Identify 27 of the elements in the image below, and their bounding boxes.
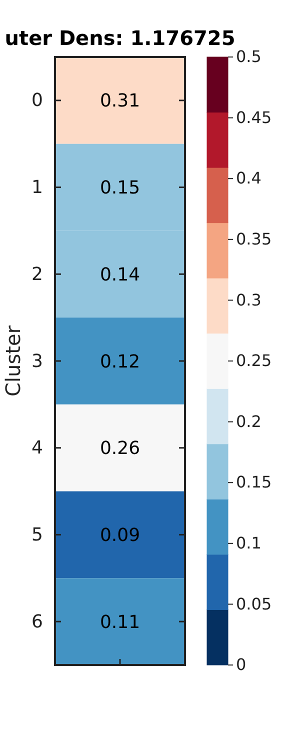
color-bar-label: 0.35 (236, 230, 272, 249)
data-label: 0.09 (100, 525, 140, 546)
data-label: 0.15 (100, 178, 140, 199)
data-label: 0.12 (100, 351, 140, 372)
data-label: 0.11 (100, 612, 140, 633)
color-bar-label: 0.5 (236, 47, 262, 66)
y-tick-label: 2 (32, 264, 43, 285)
color-bar-label: 0.3 (236, 290, 262, 310)
color-bar-label: 0.2 (236, 412, 262, 431)
y-tick-label: 0 (32, 90, 43, 112)
y-tick-label: 3 (32, 350, 43, 372)
data-label: 0.26 (100, 438, 140, 460)
y-axis-title: Cluster (1, 324, 25, 396)
color-bar-label: 0.15 (236, 472, 272, 492)
color-bar-label: 0.4 (236, 168, 262, 188)
color-bar-label: 0.25 (236, 351, 272, 370)
y-tick-label: 6 (32, 611, 43, 632)
y-tick-label: 4 (32, 438, 43, 459)
color-bar-label: 0.45 (236, 108, 272, 127)
data-label: 0.31 (100, 90, 140, 112)
chart-title: uter Dens: 1.176725 (4, 26, 236, 50)
data-label: 0.14 (100, 264, 140, 286)
color-bar-label: 0 (236, 655, 246, 674)
color-bar-label: 0.1 (236, 534, 262, 553)
y-tick-label: 5 (32, 524, 43, 546)
color-bar-label: 0.05 (236, 594, 272, 614)
y-tick-label: 1 (32, 177, 43, 198)
